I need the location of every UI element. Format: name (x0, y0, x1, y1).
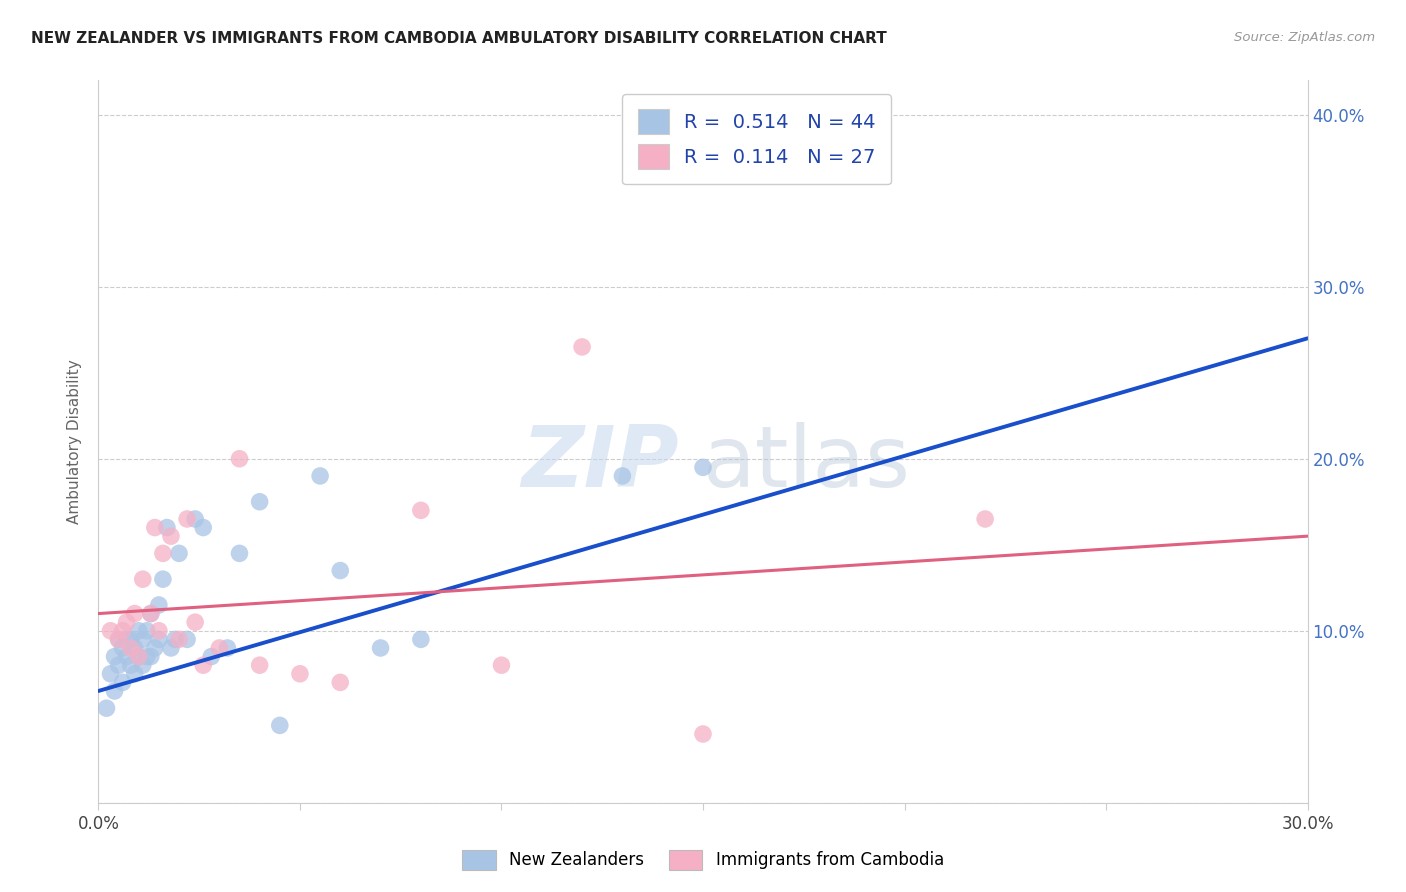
Legend: New Zealanders, Immigrants from Cambodia: New Zealanders, Immigrants from Cambodia (456, 843, 950, 877)
Point (132, 572, 155, 586)
Point (120, 632, 142, 647)
Legend: R =  0.514   N = 44, R =  0.114   N = 27: R = 0.514 N = 44, R = 0.114 N = 27 (621, 94, 891, 185)
Point (269, 718, 291, 732)
Point (152, 572, 174, 586)
Point (135, 624, 157, 638)
Y-axis label: Ambulatory Disability: Ambulatory Disability (67, 359, 83, 524)
Point (184, 512, 207, 526)
Point (128, 624, 150, 638)
Point (96, 701, 118, 715)
Point (100, 666, 122, 681)
Point (148, 632, 170, 647)
Point (139, 607, 162, 621)
Point (692, 727, 714, 741)
Point (115, 632, 138, 647)
Point (111, 624, 134, 638)
Point (184, 615, 207, 630)
Point (193, 520, 215, 534)
Point (167, 546, 190, 560)
Point (139, 649, 162, 664)
Text: ZIP: ZIP (522, 422, 679, 505)
Point (148, 598, 170, 612)
Point (176, 632, 198, 647)
Point (103, 684, 125, 698)
Point (132, 632, 155, 647)
Point (228, 546, 250, 560)
Point (208, 640, 231, 655)
Point (148, 624, 170, 638)
Point (120, 640, 142, 655)
Point (176, 512, 198, 526)
Point (167, 632, 190, 647)
Point (107, 658, 129, 673)
Point (115, 615, 138, 630)
Point (124, 666, 146, 681)
Text: atlas: atlas (703, 422, 911, 505)
Point (309, 469, 332, 483)
Point (163, 632, 186, 647)
Point (491, 658, 513, 673)
Point (152, 546, 174, 560)
Point (120, 658, 142, 673)
Point (115, 649, 138, 664)
Point (249, 658, 271, 673)
Point (288, 666, 311, 681)
Point (128, 649, 150, 664)
Point (124, 607, 146, 621)
Point (409, 503, 432, 517)
Point (228, 451, 250, 466)
Point (160, 640, 183, 655)
Point (160, 529, 183, 543)
Point (193, 658, 215, 673)
Point (135, 649, 157, 664)
Text: NEW ZEALANDER VS IMMIGRANTS FROM CAMBODIA AMBULATORY DISABILITY CORRELATION CHAR: NEW ZEALANDER VS IMMIGRANTS FROM CAMBODI… (31, 31, 887, 46)
Point (128, 649, 150, 664)
Point (370, 640, 392, 655)
Point (111, 675, 134, 690)
Point (139, 607, 162, 621)
Point (132, 658, 155, 673)
Point (107, 632, 129, 647)
Point (143, 520, 166, 534)
Text: Source: ZipAtlas.com: Source: ZipAtlas.com (1234, 31, 1375, 45)
Point (217, 640, 239, 655)
Point (329, 564, 352, 578)
Point (100, 624, 122, 638)
Point (329, 675, 352, 690)
Point (143, 640, 166, 655)
Point (103, 649, 125, 664)
Point (111, 640, 134, 655)
Point (409, 632, 432, 647)
Point (200, 649, 222, 664)
Point (249, 494, 271, 508)
Point (612, 469, 634, 483)
Point (571, 340, 593, 354)
Point (124, 640, 146, 655)
Point (974, 512, 997, 526)
Point (107, 632, 129, 647)
Point (692, 460, 714, 475)
Point (156, 520, 179, 534)
